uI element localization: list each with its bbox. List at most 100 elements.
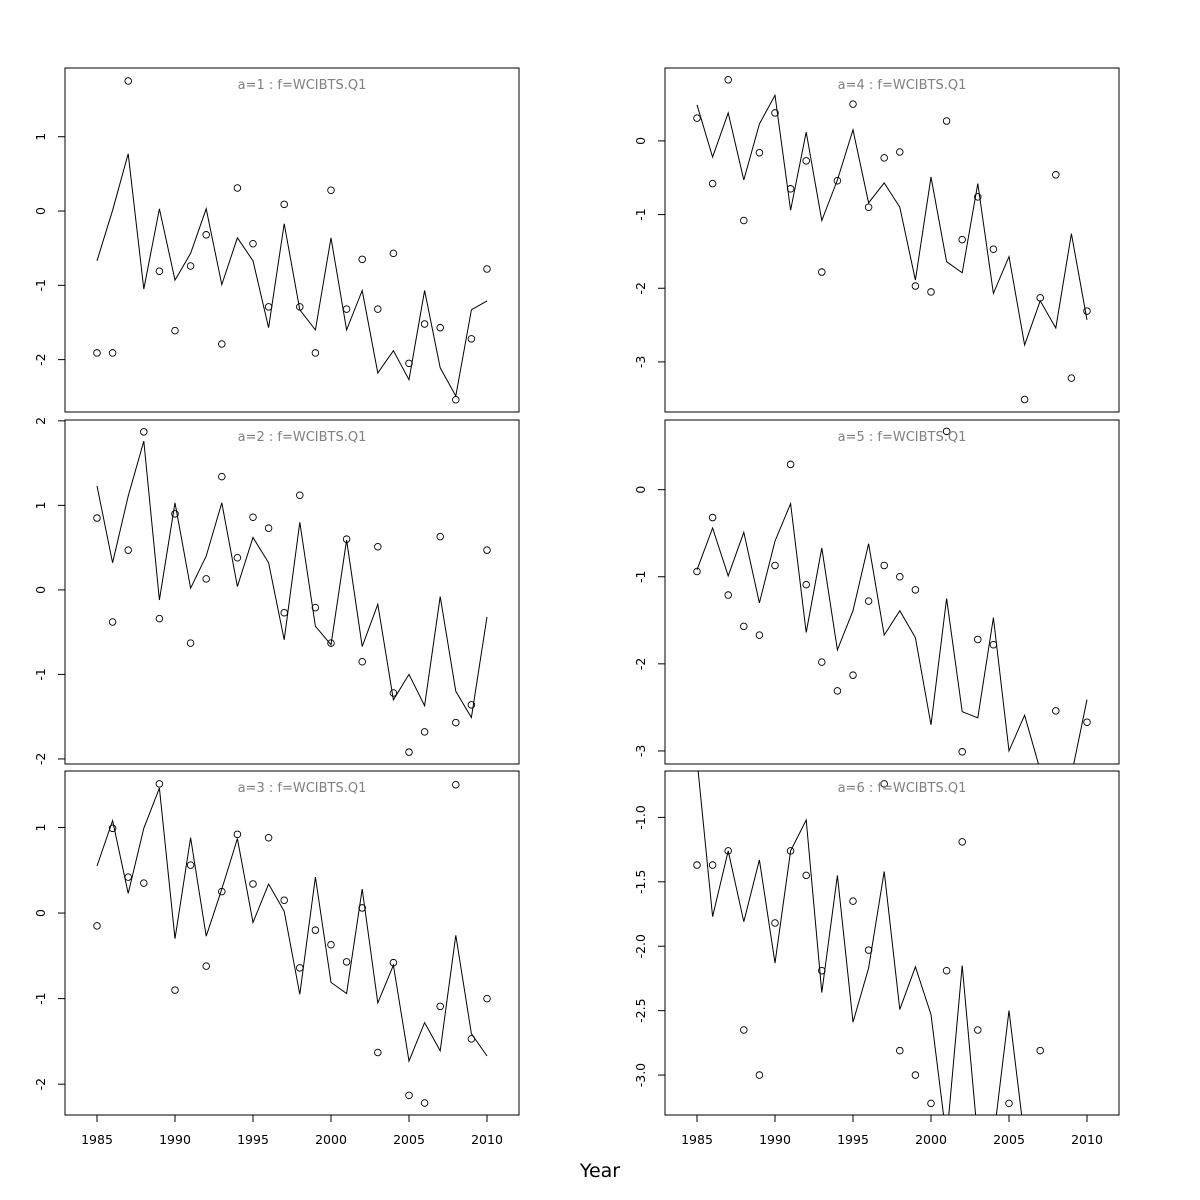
y-tick-label: 0 [33,909,48,917]
data-point [155,267,164,275]
data-point [218,472,226,481]
data-point [1005,1099,1013,1108]
data-point [249,880,257,888]
data-point [436,323,444,332]
data-point [452,718,460,727]
data-point [1083,718,1091,726]
data-point [93,922,101,930]
data-point [896,1046,904,1055]
data-point [233,554,242,562]
data-point [264,833,273,842]
data-point [342,305,351,313]
data-point [202,575,210,583]
x-tick-label: 1985 [681,1132,713,1147]
data-point [218,340,226,348]
data-point [958,748,966,756]
data-point [436,1002,444,1011]
data-point [405,359,413,368]
data-point [389,249,398,258]
panel-frame [64,419,520,765]
data-point [974,1026,982,1034]
data-point [467,1035,476,1043]
data-point [296,964,304,972]
panel-3: a=2 : f=WCIBTS.Q1 -2 -1 0 1 2 [33,417,520,765]
data-point [942,117,951,125]
data-point [249,239,257,248]
panel-title: a=2 : f=WCIBTS.Q1 [238,430,367,445]
data-point [771,919,779,927]
fitted-line [696,93,1088,347]
data-point [358,904,366,912]
y-tick-label: 0 [33,207,48,215]
data-point [740,622,748,631]
data-point [911,282,920,290]
data-point [186,861,195,869]
data-point [342,535,351,543]
data-point [311,603,320,612]
data-point [202,231,210,239]
fitted-line [96,153,488,398]
data-point [1020,395,1029,404]
data-point [249,513,257,521]
data-point [483,546,491,554]
data-point [708,513,717,522]
data-point [740,216,748,225]
y-tick-label: 1 [33,824,48,832]
data-point [942,427,951,436]
data-point [896,148,904,156]
data-point [989,245,998,253]
data-point [786,847,795,855]
fitted-line [697,771,1023,1115]
data-point [927,288,935,296]
plot-area [93,780,491,1107]
data-point [849,100,857,108]
data-point [467,701,476,709]
data-point [374,1048,382,1057]
data-point [93,349,101,357]
y-tick-label: -2 [33,1078,48,1090]
data-point [818,966,826,975]
data-point [186,639,195,647]
data-point [452,780,460,789]
data-point [405,748,413,756]
x-tick-label: 1990 [159,1132,191,1147]
data-point [693,567,701,576]
data-point [140,428,148,436]
y-tick-label: -2 [33,353,48,365]
data-point [880,561,888,570]
y-tick-label: -2 [633,658,648,670]
data-point [124,873,132,881]
data-point [452,395,460,404]
data-point [155,780,164,788]
data-point [1036,1046,1044,1055]
data-point [124,77,132,85]
data-point [755,1071,764,1079]
data-point [420,320,429,328]
plot-area [93,428,491,756]
data-point [708,179,717,188]
data-point [974,193,982,201]
data-point [849,897,857,905]
panel-2: a=4 : f=WCIBTS.Q1 -3 -2 -1 0 [633,67,1120,413]
data-point [483,994,491,1003]
data-point [802,871,810,880]
data-point [1083,307,1091,315]
data-point [864,597,873,605]
data-point [467,335,476,343]
data-point [724,76,732,84]
data-point [849,671,857,679]
x-tick-label: 1995 [237,1132,269,1147]
y-tick-label: -3 [633,356,648,368]
data-point [693,861,701,869]
data-point [108,618,117,626]
x-axis-label: Year [579,1160,621,1182]
data-point [802,580,810,589]
data-point [311,926,320,934]
panel-title: a=5 : f=WCIBTS.Q1 [838,430,967,445]
data-point [218,887,226,896]
y-tick-label: 2 [33,417,48,425]
data-point [708,861,717,869]
data-point [108,349,117,357]
data-point [896,573,904,581]
panel-title: a=6 : f=WCIBTS.Q1 [838,781,967,796]
